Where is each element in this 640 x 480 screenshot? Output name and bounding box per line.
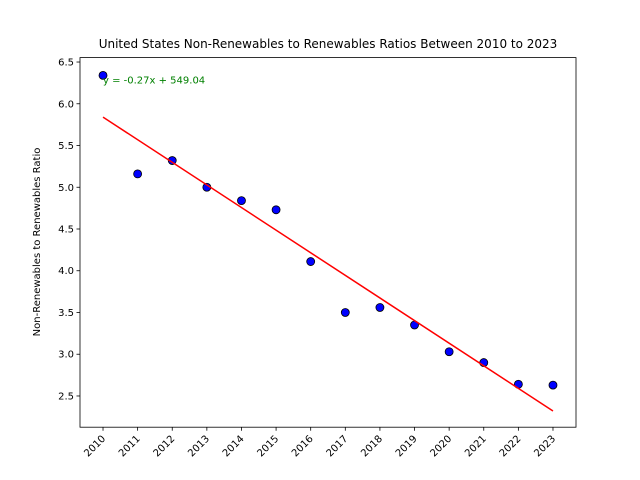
- y-tick-label: 4.0: [58, 266, 74, 277]
- point: [548, 380, 558, 390]
- x-tick-label: 2011: [117, 434, 143, 460]
- x-tick-label: 2019: [394, 434, 420, 460]
- y-tick-label: 6.5: [58, 58, 74, 69]
- point: [133, 169, 143, 179]
- fit-line: [102, 116, 554, 412]
- x-tick-label: 2017: [325, 434, 351, 460]
- x-tick-label: 2013: [186, 434, 212, 460]
- point: [237, 196, 246, 206]
- y-tick-label: 5.5: [58, 141, 74, 152]
- x-tick-label: 2020: [428, 434, 454, 460]
- point: [340, 308, 350, 317]
- x-tick-label: 2010: [82, 434, 108, 460]
- point: [271, 205, 281, 215]
- plot-area: [79, 57, 577, 428]
- x-tick-label: 2016: [290, 434, 316, 460]
- y-tick-label: 3.0: [58, 350, 74, 361]
- x-tick-label: 2014: [221, 434, 247, 460]
- point: [375, 303, 385, 312]
- x-tick-label: 2021: [463, 434, 489, 460]
- x-tick-label: 2018: [359, 434, 385, 460]
- point: [444, 347, 454, 357]
- x-tick-label: 2012: [152, 434, 178, 460]
- x-tick-label: 2015: [255, 434, 281, 460]
- y-axis-label: Non-Renewables to Renewables Ratio: [32, 148, 43, 337]
- x-tick-label: 2022: [498, 434, 524, 460]
- y-tick-label: 5.0: [58, 183, 74, 194]
- x-tick-label: 2023: [532, 434, 558, 460]
- y-tick-label: 6.0: [58, 99, 74, 110]
- y-tick-label: 3.5: [58, 308, 74, 319]
- point: [306, 257, 316, 266]
- annotation: y = -0.27x + 549.04: [103, 76, 205, 87]
- y-tick-label: 4.5: [58, 225, 74, 236]
- y-tick-label: 2.5: [58, 391, 74, 402]
- chart-title: United States Non-Renewables to Renewabl…: [99, 37, 558, 51]
- point: [98, 70, 108, 80]
